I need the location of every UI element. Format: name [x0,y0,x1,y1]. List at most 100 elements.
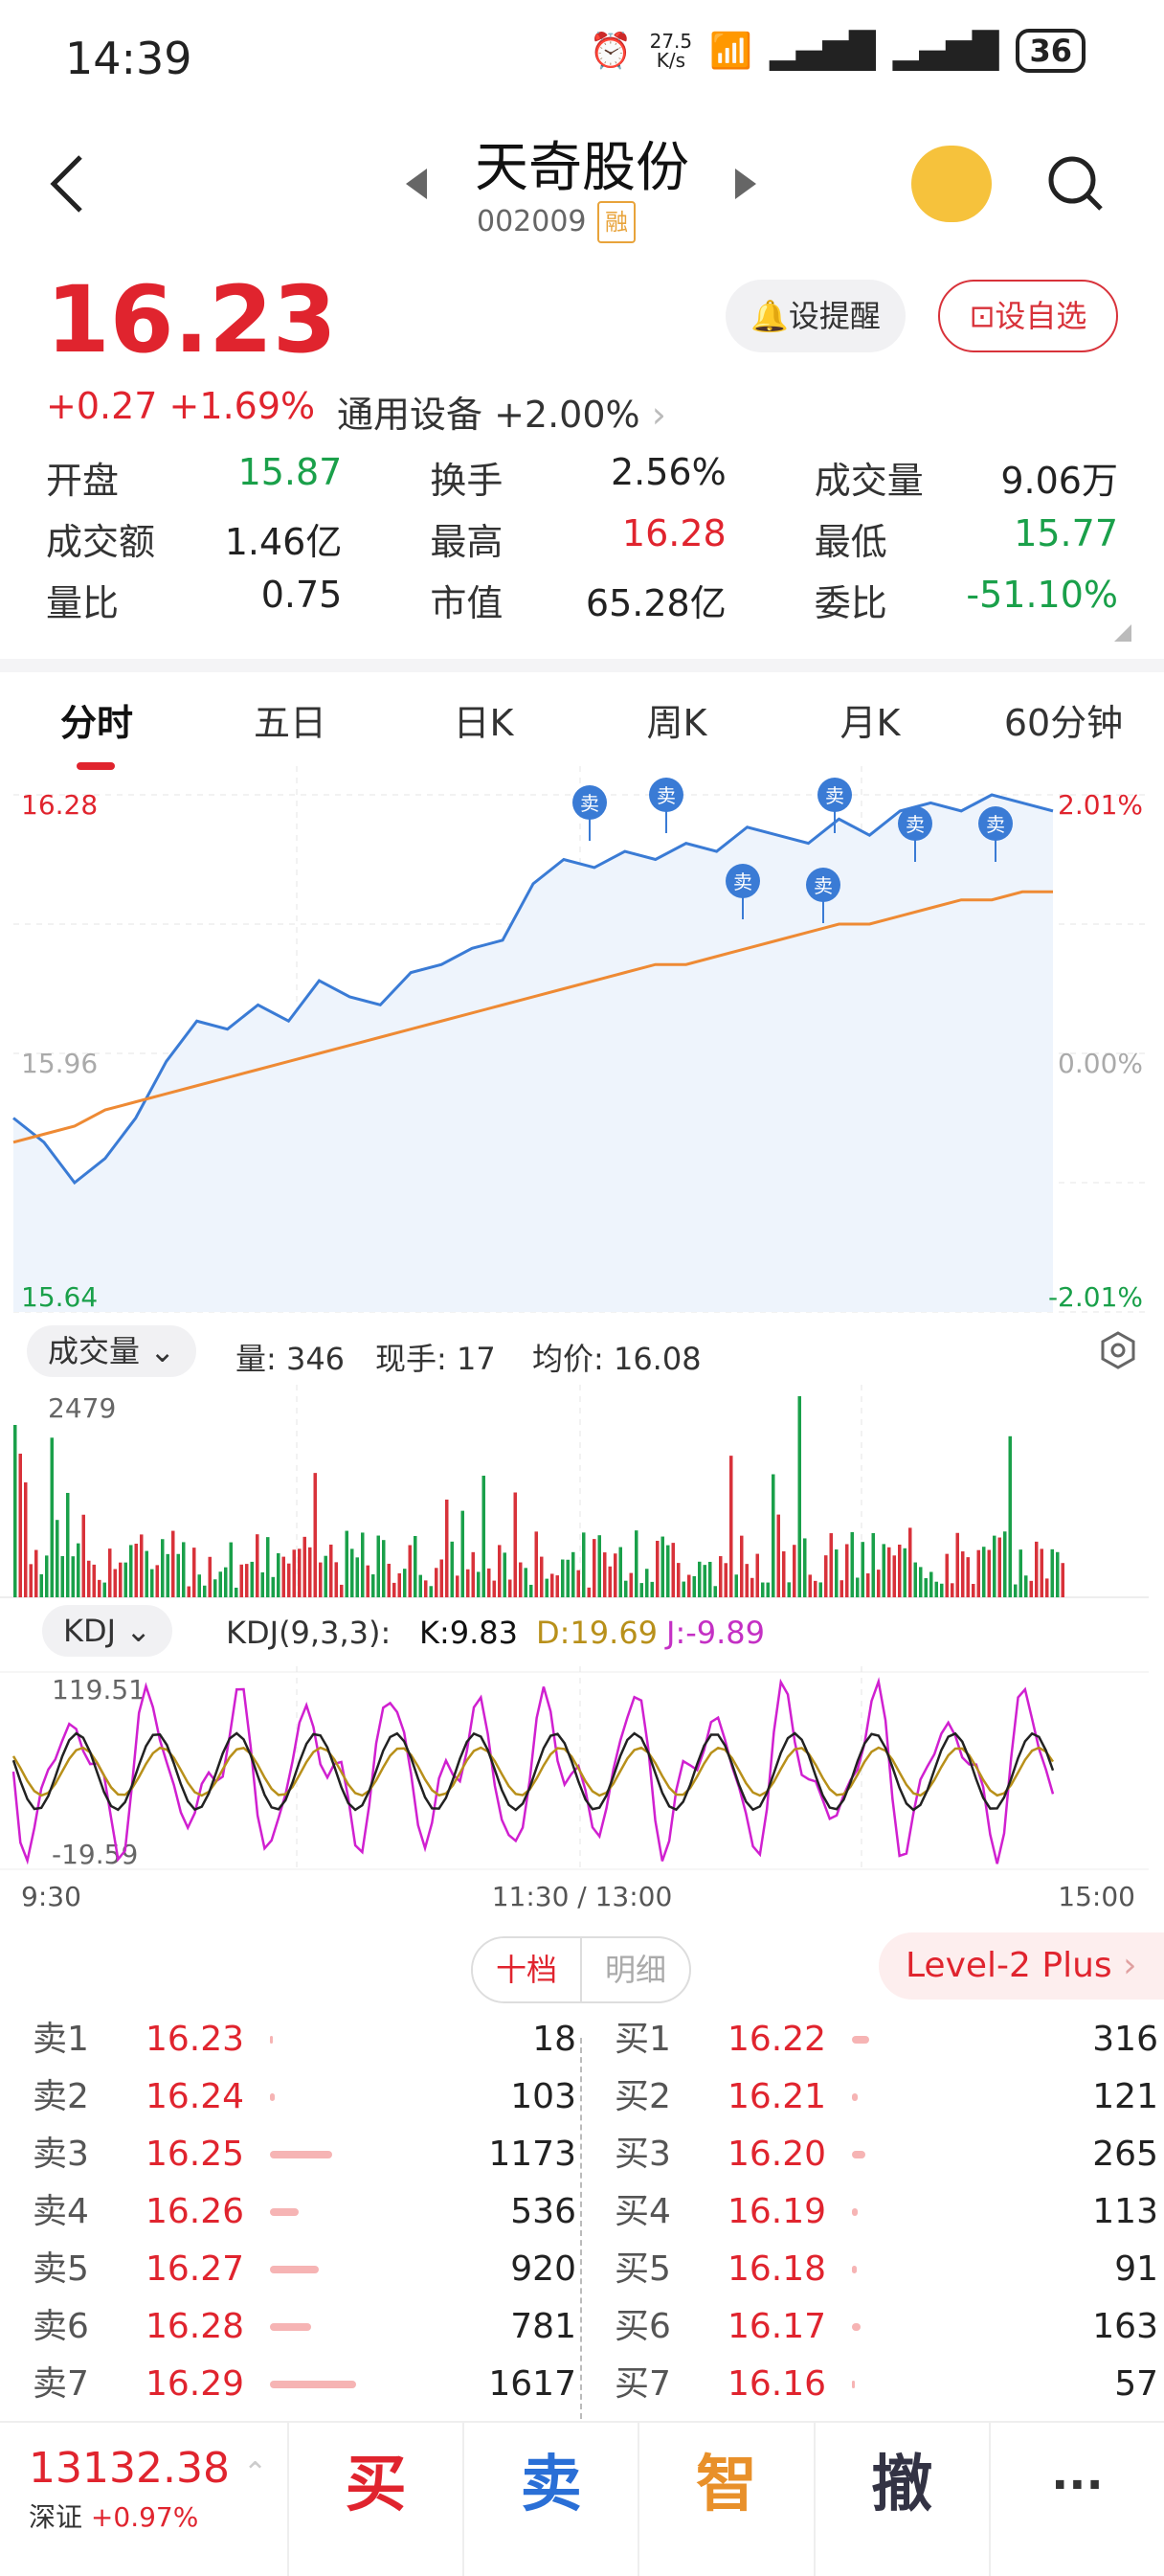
volume-bar [329,1544,333,1597]
volume-bar [392,1582,396,1597]
volume-bar [292,1549,296,1597]
prev-stock-icon[interactable] [406,169,427,199]
buy-row[interactable]: 买3 16.20 265 [615,2126,1158,2183]
sell-marker[interactable]: 卖 [978,806,1013,862]
volume-bar [808,1574,812,1597]
search-icon[interactable] [1045,153,1107,215]
tab-details[interactable]: 明细 [604,1952,666,1988]
buy-row[interactable]: 买4 16.19 113 [615,2183,1158,2241]
price-change: +0.27 +1.69% [46,385,315,427]
kdj-d: D:19.69 [536,1615,659,1651]
tab-2[interactable]: 日K [453,702,514,744]
volume-bar [913,1562,917,1597]
buy-row[interactable]: 买6 16.17 163 [615,2298,1158,2356]
volume-bar [224,1567,228,1597]
kdj-chart: 119.51 -19.59 9:30 11:30 / 13:00 15:00 [0,1666,1149,1912]
sell-marker[interactable]: 卖 [572,785,607,841]
sell-row[interactable]: 卖1 16.23 18 [33,2011,576,2068]
sell-row[interactable]: 卖3 16.25 1173 [33,2126,576,2183]
sell-row[interactable]: 卖2 16.24 103 [33,2068,576,2126]
volume-selector[interactable]: 成交量 ⌄ [27,1325,196,1377]
volume-bar [624,1580,628,1597]
buy-row[interactable]: 买2 16.21 121 [615,2068,1158,2126]
next-stock-icon[interactable] [735,169,756,199]
level-bar [270,2266,320,2273]
x-axis-label: 15:00 [1058,1881,1135,1912]
sell-row[interactable]: 卖6 16.28 781 [33,2298,576,2356]
volume-bar [529,1584,533,1597]
volume-bar [161,1539,165,1597]
x-axis-label: 11:30 / 13:00 [492,1881,673,1912]
more-button[interactable]: ··· [988,2423,1164,2576]
kdj-j-line [11,1677,1055,1865]
volume-bar [471,1551,475,1597]
vol-info: 量: 346 [235,1341,346,1377]
volume-bar [287,1563,291,1597]
volume-bar [492,1580,496,1597]
sector-link[interactable]: 通用设备 +2.00% › [337,385,666,438]
volume-bar [345,1530,348,1597]
buy-button[interactable]: 买 [287,2423,462,2576]
sell-row[interactable]: 卖7 16.29 1617 [33,2356,576,2413]
tab-5[interactable]: 60分钟 [1003,702,1124,744]
kdj-selector[interactable]: KDJ ⌄ [42,1605,173,1657]
y-right-label: 2.01% [1058,789,1143,821]
level-volume: 1617 [488,2364,576,2404]
level-bar [270,2323,312,2331]
cancel-order-button[interactable]: 撤 [813,2423,989,2576]
volume-bar [260,1571,264,1597]
volume-bar [456,1575,459,1597]
tab-4[interactable]: 月K [839,702,901,744]
stat-label: 成交额 [46,520,156,563]
level-bar [270,2093,276,2101]
sell-button[interactable]: 卖 [462,2423,638,2576]
tab-ten-levels[interactable]: 十档 [473,1938,582,2001]
mascot-icon[interactable] [911,146,992,222]
volume-bar [487,1568,491,1597]
volume-bar [235,1587,238,1597]
volume-bar [39,1573,43,1597]
sector-label: 通用设备 +2.00% [337,394,640,436]
tab-0[interactable]: 分时 [0,689,193,770]
level2-plus-button[interactable]: Level-2 Plus › [879,1932,1164,2000]
set-reminder-button[interactable]: 🔔设提醒 [726,280,906,352]
volume-bar [976,1549,980,1597]
stat-cell: 开盘 15.87 [46,451,342,504]
volume-bar [824,1555,828,1597]
sell-marker[interactable]: 卖 [726,864,760,919]
smart-button[interactable]: 智 [638,2423,813,2576]
intraday-chart[interactable]: 卖卖卖 卖卖卖 卖16.2815.9615.642.01%0.00%-2.01% [0,766,1164,1322]
volume-bar [435,1568,438,1597]
level-bar [270,2208,299,2216]
volume-bar [134,1544,138,1597]
back-icon[interactable] [46,153,88,215]
buy-row[interactable]: 买7 16.16 57 [615,2356,1158,2413]
volume-bar [477,1571,481,1597]
current-price: 16.23 [46,266,337,373]
avg-price-line [12,890,1053,1144]
volume-bar [571,1551,575,1597]
stat-value: 1.46亿 [224,520,343,563]
tab-3[interactable]: 周K [646,702,707,744]
index-name: 深证 [29,2501,83,2533]
volume-bar [387,1563,391,1597]
sell-row[interactable]: 卖5 16.27 920 [33,2241,576,2298]
volume-bar [561,1559,565,1597]
buy-row[interactable]: 买5 16.18 91 [615,2241,1158,2298]
sell-marker[interactable]: 卖 [898,806,932,862]
settings-icon[interactable] [1099,1331,1137,1369]
tab-1[interactable]: 五日 [253,702,326,744]
sell-marker[interactable]: 卖 [806,868,840,923]
buy-row[interactable]: 买1 16.22 316 [615,2011,1158,2068]
add-watchlist-button[interactable]: ⊡设自选 [938,280,1118,352]
expand-corner-icon[interactable] [1114,624,1131,642]
volume-bar [650,1581,654,1597]
sell-marker[interactable]: 卖 [649,778,683,833]
level-price: 16.29 [146,2364,245,2404]
level-price: 16.26 [146,2192,245,2231]
sell-row[interactable]: 卖4 16.26 536 [33,2183,576,2241]
sell-marker[interactable]: 卖 [817,778,852,833]
level-bar [852,2036,869,2044]
signal-icon: ▂▄▆█ [769,31,876,71]
index-widget[interactable]: 13132.38 ⌃ 深证 +0.97% [0,2423,287,2576]
